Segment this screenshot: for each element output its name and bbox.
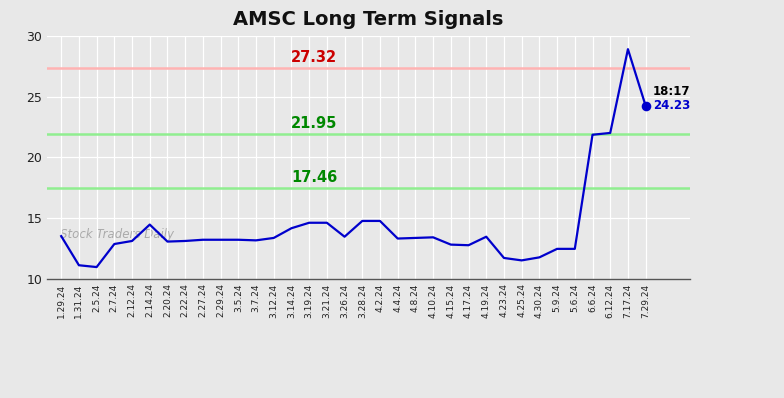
Point <box>640 103 652 109</box>
Title: AMSC Long Term Signals: AMSC Long Term Signals <box>234 10 503 29</box>
Text: 27.32: 27.32 <box>291 50 337 65</box>
Text: 17.46: 17.46 <box>291 170 337 185</box>
Text: 21.95: 21.95 <box>291 115 337 131</box>
Text: 24.23: 24.23 <box>653 100 690 112</box>
Text: 18:17: 18:17 <box>653 85 690 98</box>
Text: Stock Traders Daily: Stock Traders Daily <box>60 228 174 242</box>
